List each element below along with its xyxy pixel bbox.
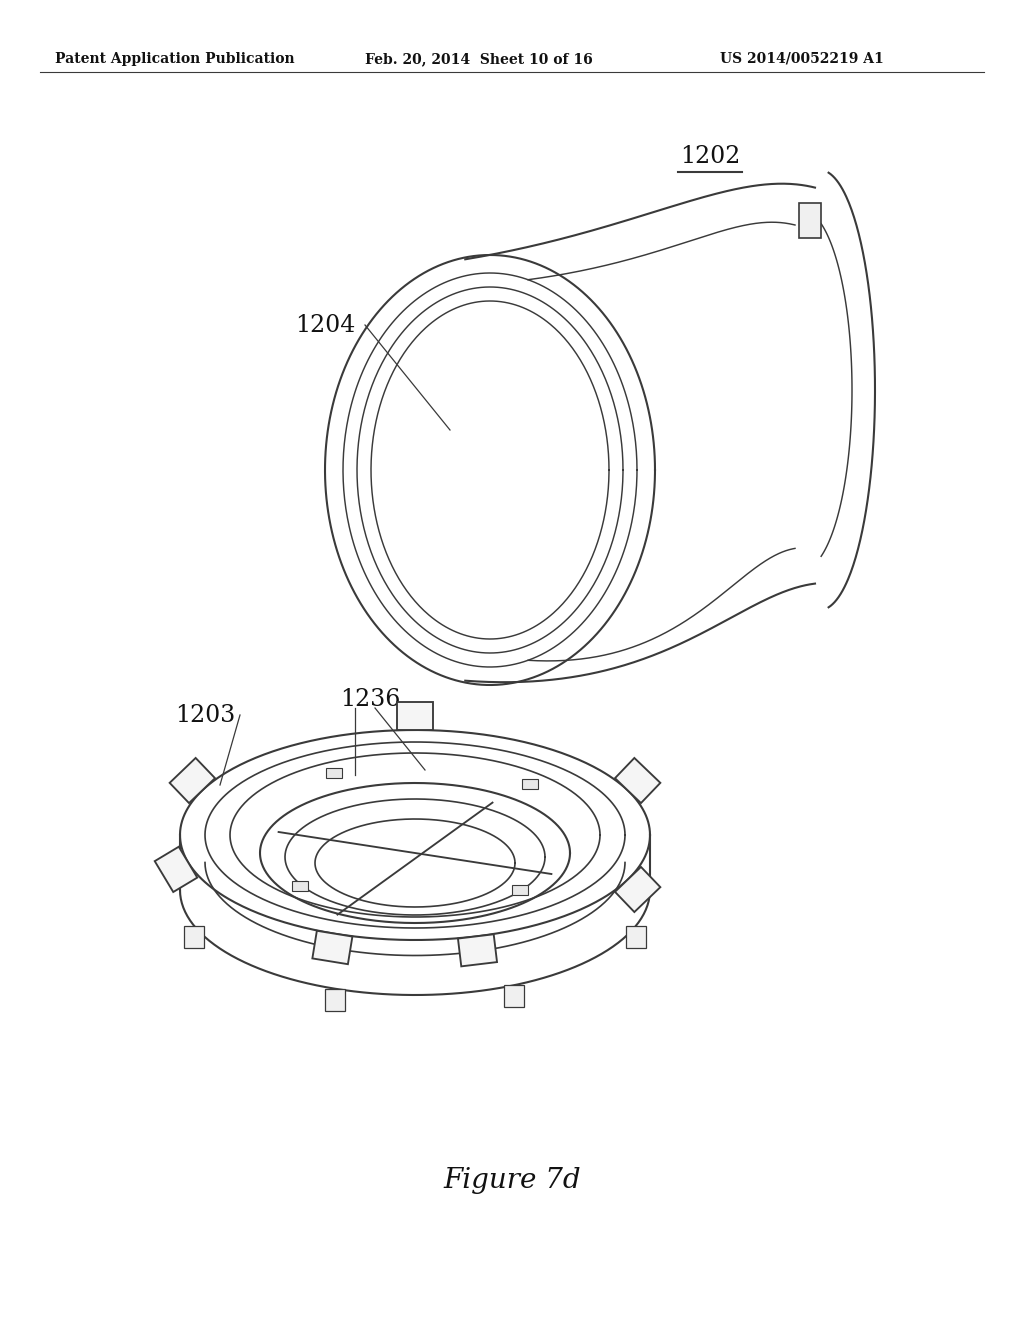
Polygon shape <box>312 931 352 964</box>
Polygon shape <box>325 989 345 1011</box>
Polygon shape <box>626 925 646 948</box>
Polygon shape <box>615 867 660 912</box>
FancyBboxPatch shape <box>799 202 821 238</box>
Polygon shape <box>326 767 342 777</box>
Polygon shape <box>292 880 308 891</box>
Polygon shape <box>170 758 215 803</box>
Polygon shape <box>504 985 524 1007</box>
Text: Patent Application Publication: Patent Application Publication <box>55 51 295 66</box>
Polygon shape <box>155 846 198 892</box>
Text: Figure 7d: Figure 7d <box>443 1167 581 1193</box>
Text: 1202: 1202 <box>680 145 740 168</box>
Text: 1203: 1203 <box>175 704 236 726</box>
Text: 1204: 1204 <box>295 314 355 337</box>
Polygon shape <box>458 935 497 966</box>
Polygon shape <box>522 779 539 789</box>
Text: Feb. 20, 2014  Sheet 10 of 16: Feb. 20, 2014 Sheet 10 of 16 <box>365 51 593 66</box>
Text: US 2014/0052219 A1: US 2014/0052219 A1 <box>720 51 884 66</box>
Text: 1236: 1236 <box>340 689 400 711</box>
Polygon shape <box>512 886 527 895</box>
Polygon shape <box>615 758 660 803</box>
Polygon shape <box>397 702 433 730</box>
Polygon shape <box>184 925 204 948</box>
